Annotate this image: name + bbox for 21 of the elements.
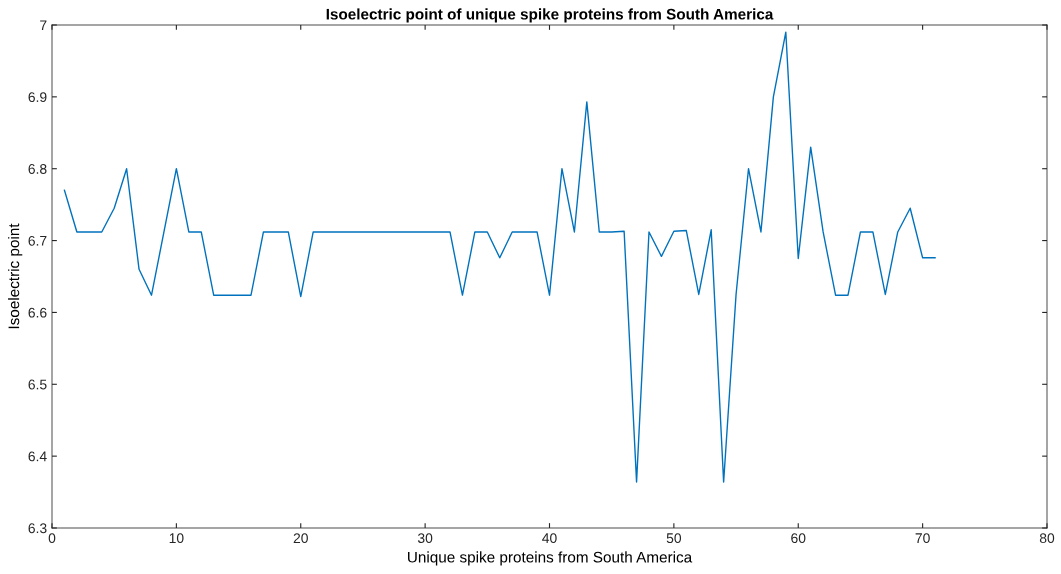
y-tick-label: 6.3: [28, 523, 47, 534]
x-tick-label: 50: [666, 533, 682, 544]
y-tick-label: 6.5: [28, 379, 47, 390]
y-axis-title: Isoelectric point: [8, 223, 23, 329]
y-tick-label: 6.9: [28, 92, 47, 103]
x-tick-label: 0: [48, 533, 56, 544]
y-tick-label: 7: [40, 20, 47, 31]
x-tick-label: 70: [915, 533, 930, 544]
x-tick-label: 10: [169, 533, 184, 544]
y-tick-label: 6.8: [28, 164, 47, 174]
x-tick-label: 60: [791, 533, 806, 544]
y-tick-label: 6.7: [28, 235, 47, 246]
line-series: [63, 31, 936, 483]
x-tick-label: 40: [542, 533, 557, 544]
x-tick-label: 30: [417, 533, 433, 544]
x-axis-title: Unique spike proteins from South America: [408, 551, 693, 566]
y-tick-label: 6.4: [28, 451, 47, 462]
x-tick-label: 80: [1039, 533, 1055, 544]
y-tick-label: 6.6: [28, 307, 47, 318]
chart-title: Isoelectric point of unique spike proteins from South America: [326, 8, 774, 23]
x-tick-label: 20: [293, 533, 308, 544]
